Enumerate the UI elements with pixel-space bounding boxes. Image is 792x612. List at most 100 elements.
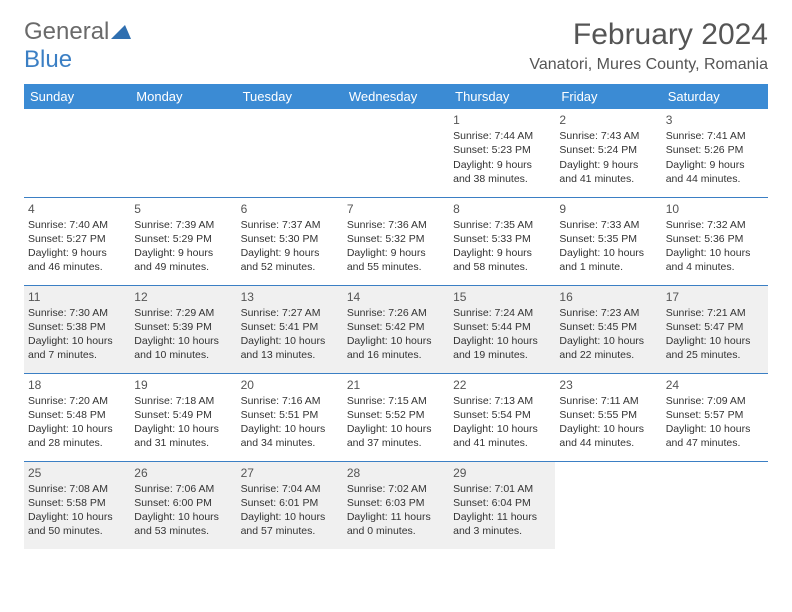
sunrise-line: Sunrise: 7:16 AM (241, 394, 339, 408)
sunset-line: Sunset: 5:44 PM (453, 320, 551, 334)
month-title: February 2024 (529, 18, 768, 52)
day-number: 20 (241, 377, 339, 393)
sunset-line: Sunset: 5:55 PM (559, 408, 657, 422)
sunset-line: Sunset: 6:00 PM (134, 496, 232, 510)
calendar-day: 14Sunrise: 7:26 AMSunset: 5:42 PMDayligh… (343, 285, 449, 373)
daylight-line: Daylight: 10 hours and 28 minutes. (28, 422, 126, 450)
day-number: 18 (28, 377, 126, 393)
sunset-line: Sunset: 5:52 PM (347, 408, 445, 422)
sunrise-line: Sunrise: 7:39 AM (134, 218, 232, 232)
day-header: Sunday (24, 84, 130, 109)
day-number: 21 (347, 377, 445, 393)
sunset-line: Sunset: 5:39 PM (134, 320, 232, 334)
daylight-line: Daylight: 10 hours and 25 minutes. (666, 334, 764, 362)
calendar-day: 12Sunrise: 7:29 AMSunset: 5:39 PMDayligh… (130, 285, 236, 373)
calendar-day: 18Sunrise: 7:20 AMSunset: 5:48 PMDayligh… (24, 373, 130, 461)
day-number: 15 (453, 289, 551, 305)
daylight-line: Daylight: 9 hours and 49 minutes. (134, 246, 232, 274)
daylight-line: Daylight: 10 hours and 4 minutes. (666, 246, 764, 274)
calendar-day: 8Sunrise: 7:35 AMSunset: 5:33 PMDaylight… (449, 197, 555, 285)
day-header: Friday (555, 84, 661, 109)
sunset-line: Sunset: 5:29 PM (134, 232, 232, 246)
calendar-day: 3Sunrise: 7:41 AMSunset: 5:26 PMDaylight… (662, 109, 768, 197)
daylight-line: Daylight: 9 hours and 41 minutes. (559, 158, 657, 186)
sunrise-line: Sunrise: 7:11 AM (559, 394, 657, 408)
sunrise-line: Sunrise: 7:15 AM (347, 394, 445, 408)
logo-triangle-icon (111, 25, 131, 39)
sunrise-line: Sunrise: 7:40 AM (28, 218, 126, 232)
sunset-line: Sunset: 5:45 PM (559, 320, 657, 334)
logo-word-1: General (24, 18, 109, 45)
sunrise-line: Sunrise: 7:36 AM (347, 218, 445, 232)
sunset-line: Sunset: 5:47 PM (666, 320, 764, 334)
sunrise-line: Sunrise: 7:29 AM (134, 306, 232, 320)
day-number: 10 (666, 201, 764, 217)
calendar-day: 11Sunrise: 7:30 AMSunset: 5:38 PMDayligh… (24, 285, 130, 373)
daylight-line: Daylight: 10 hours and 10 minutes. (134, 334, 232, 362)
sunrise-line: Sunrise: 7:35 AM (453, 218, 551, 232)
day-header: Saturday (662, 84, 768, 109)
sunset-line: Sunset: 5:32 PM (347, 232, 445, 246)
calendar-empty (130, 109, 236, 197)
sunset-line: Sunset: 5:57 PM (666, 408, 764, 422)
sunrise-line: Sunrise: 7:23 AM (559, 306, 657, 320)
calendar-day: 28Sunrise: 7:02 AMSunset: 6:03 PMDayligh… (343, 461, 449, 549)
day-number: 27 (241, 465, 339, 481)
day-header: Wednesday (343, 84, 449, 109)
sunset-line: Sunset: 5:38 PM (28, 320, 126, 334)
day-number: 4 (28, 201, 126, 217)
calendar-day: 5Sunrise: 7:39 AMSunset: 5:29 PMDaylight… (130, 197, 236, 285)
daylight-line: Daylight: 10 hours and 16 minutes. (347, 334, 445, 362)
daylight-line: Daylight: 9 hours and 38 minutes. (453, 158, 551, 186)
calendar-empty (237, 109, 343, 197)
logo: General Blue (24, 18, 131, 74)
logo-text: General Blue (24, 18, 131, 74)
calendar-empty (555, 461, 661, 549)
calendar-day: 23Sunrise: 7:11 AMSunset: 5:55 PMDayligh… (555, 373, 661, 461)
sunset-line: Sunset: 5:23 PM (453, 143, 551, 157)
sunrise-line: Sunrise: 7:26 AM (347, 306, 445, 320)
calendar-day: 6Sunrise: 7:37 AMSunset: 5:30 PMDaylight… (237, 197, 343, 285)
daylight-line: Daylight: 11 hours and 0 minutes. (347, 510, 445, 538)
sunset-line: Sunset: 5:49 PM (134, 408, 232, 422)
day-number: 19 (134, 377, 232, 393)
daylight-line: Daylight: 11 hours and 3 minutes. (453, 510, 551, 538)
sunset-line: Sunset: 6:04 PM (453, 496, 551, 510)
calendar-week: 11Sunrise: 7:30 AMSunset: 5:38 PMDayligh… (24, 285, 768, 373)
sunrise-line: Sunrise: 7:06 AM (134, 482, 232, 496)
day-header: Monday (130, 84, 236, 109)
daylight-line: Daylight: 9 hours and 58 minutes. (453, 246, 551, 274)
day-header: Thursday (449, 84, 555, 109)
daylight-line: Daylight: 10 hours and 53 minutes. (134, 510, 232, 538)
daylight-line: Daylight: 9 hours and 44 minutes. (666, 158, 764, 186)
day-number: 8 (453, 201, 551, 217)
calendar-day: 16Sunrise: 7:23 AMSunset: 5:45 PMDayligh… (555, 285, 661, 373)
calendar-empty (343, 109, 449, 197)
sunrise-line: Sunrise: 7:41 AM (666, 129, 764, 143)
day-number: 5 (134, 201, 232, 217)
day-number: 12 (134, 289, 232, 305)
sunrise-line: Sunrise: 7:01 AM (453, 482, 551, 496)
calendar-day: 10Sunrise: 7:32 AMSunset: 5:36 PMDayligh… (662, 197, 768, 285)
sunset-line: Sunset: 5:48 PM (28, 408, 126, 422)
calendar-table: SundayMondayTuesdayWednesdayThursdayFrid… (24, 84, 768, 549)
sunset-line: Sunset: 5:26 PM (666, 143, 764, 157)
day-number: 25 (28, 465, 126, 481)
sunrise-line: Sunrise: 7:20 AM (28, 394, 126, 408)
calendar-empty (24, 109, 130, 197)
day-number: 23 (559, 377, 657, 393)
calendar-week: 18Sunrise: 7:20 AMSunset: 5:48 PMDayligh… (24, 373, 768, 461)
day-number: 24 (666, 377, 764, 393)
sunrise-line: Sunrise: 7:37 AM (241, 218, 339, 232)
sunset-line: Sunset: 5:51 PM (241, 408, 339, 422)
day-number: 29 (453, 465, 551, 481)
calendar-day: 20Sunrise: 7:16 AMSunset: 5:51 PMDayligh… (237, 373, 343, 461)
sunrise-line: Sunrise: 7:27 AM (241, 306, 339, 320)
daylight-line: Daylight: 10 hours and 22 minutes. (559, 334, 657, 362)
sunset-line: Sunset: 5:36 PM (666, 232, 764, 246)
daylight-line: Daylight: 10 hours and 44 minutes. (559, 422, 657, 450)
daylight-line: Daylight: 9 hours and 46 minutes. (28, 246, 126, 274)
calendar-body: 1Sunrise: 7:44 AMSunset: 5:23 PMDaylight… (24, 109, 768, 549)
daylight-line: Daylight: 10 hours and 50 minutes. (28, 510, 126, 538)
calendar-day: 21Sunrise: 7:15 AMSunset: 5:52 PMDayligh… (343, 373, 449, 461)
